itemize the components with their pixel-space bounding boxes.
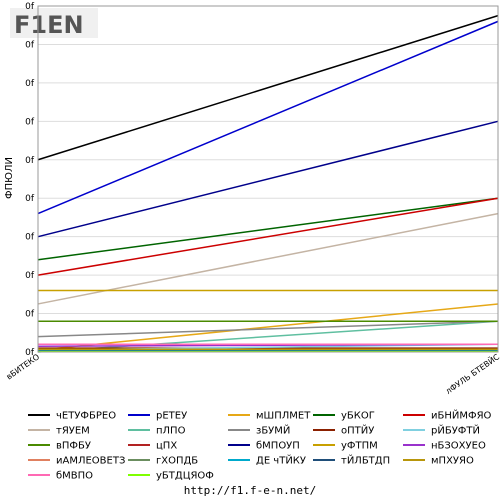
series-line xyxy=(37,212,499,305)
logo-background xyxy=(10,8,98,38)
y-tick-label: 0f xyxy=(25,156,35,166)
series-lines xyxy=(37,14,499,353)
legend-entry: рЕТЕУ xyxy=(156,411,187,422)
legend-entry: оПТЙУ xyxy=(341,424,374,437)
series-line xyxy=(37,120,499,238)
series-line xyxy=(37,14,499,161)
y-tick-label: 0f xyxy=(25,233,35,243)
legend-entry: нБЗОХУЕО xyxy=(431,441,486,452)
legend-entry: ДЕ чТЙКУ xyxy=(256,454,306,467)
footer-url: http://f1.f-e-n.net/ xyxy=(184,484,316,497)
legend-entry: мШПЛМЕТ xyxy=(256,411,311,422)
y-tick-labels: 0f 0f 0f 0f 0f 0f 0f 0f 0f 0f xyxy=(25,2,35,358)
y-tick-label: 0f xyxy=(25,2,35,12)
legend-entry: бМПОУП xyxy=(256,441,300,452)
legend-entry: уФТПМ xyxy=(341,441,378,452)
series-line xyxy=(37,197,499,276)
legend-entry: тЙЛБТДП xyxy=(341,454,390,467)
legend-entry: цПХ xyxy=(156,441,177,452)
y-tick-label: 0f xyxy=(25,40,35,50)
x-category-labels: вБИТЕКО лФУЛЬ БТЕВЙС xyxy=(5,350,500,396)
y-tick-label: 0f xyxy=(25,194,35,204)
series-line xyxy=(37,20,499,215)
y-tick-label: 0f xyxy=(25,79,35,89)
legend-entry: зБУМЙ xyxy=(256,424,290,437)
legend-entry: мПХУЯО xyxy=(431,456,474,467)
y-tick-label: 0f xyxy=(25,310,35,320)
legend-entry: уБТДЦЯОФ xyxy=(156,471,214,482)
legend-entry: тЯУЕМ xyxy=(56,426,90,437)
legend-entry: гХОПДБ xyxy=(156,456,198,467)
x-category-label: вБИТЕКО xyxy=(5,352,41,381)
legend-entry: чЕТУФБРЕО xyxy=(56,411,116,422)
legend-entry: бМВПО xyxy=(56,471,93,482)
legend-entry: иБНЙМФЯО xyxy=(431,409,492,422)
legend-entry: уБКОГ xyxy=(341,411,375,422)
legend-entry: рЙБУФТЙ xyxy=(431,424,480,437)
plot-frame xyxy=(37,5,499,353)
y-tick-label: 0f xyxy=(25,117,35,127)
series-line xyxy=(37,320,499,338)
legend: чЕТУФБРЕО рЕТЕУ мШПЛМЕТ уБКОГ иБНЙМФЯО тЯУЕМ п… xyxy=(28,409,492,482)
y-axis-label: ФПЮЛИ xyxy=(4,157,15,199)
f1en-logo: F1EN xyxy=(10,8,98,39)
legend-entry: вПФБУ xyxy=(56,441,91,452)
series-line xyxy=(37,303,499,351)
x-category-label: лФУЛЬ БТЕВЙС xyxy=(443,350,500,396)
logo-text: F1EN xyxy=(14,11,84,39)
legend-entry: пЛПО xyxy=(156,426,186,437)
series-line xyxy=(37,320,499,353)
y-tick-label: 0f xyxy=(25,348,35,358)
y-tick-label: 0f xyxy=(25,271,35,281)
series-line xyxy=(37,197,499,261)
legend-entry: иАМЛЕОВЕТЗ xyxy=(56,456,125,467)
